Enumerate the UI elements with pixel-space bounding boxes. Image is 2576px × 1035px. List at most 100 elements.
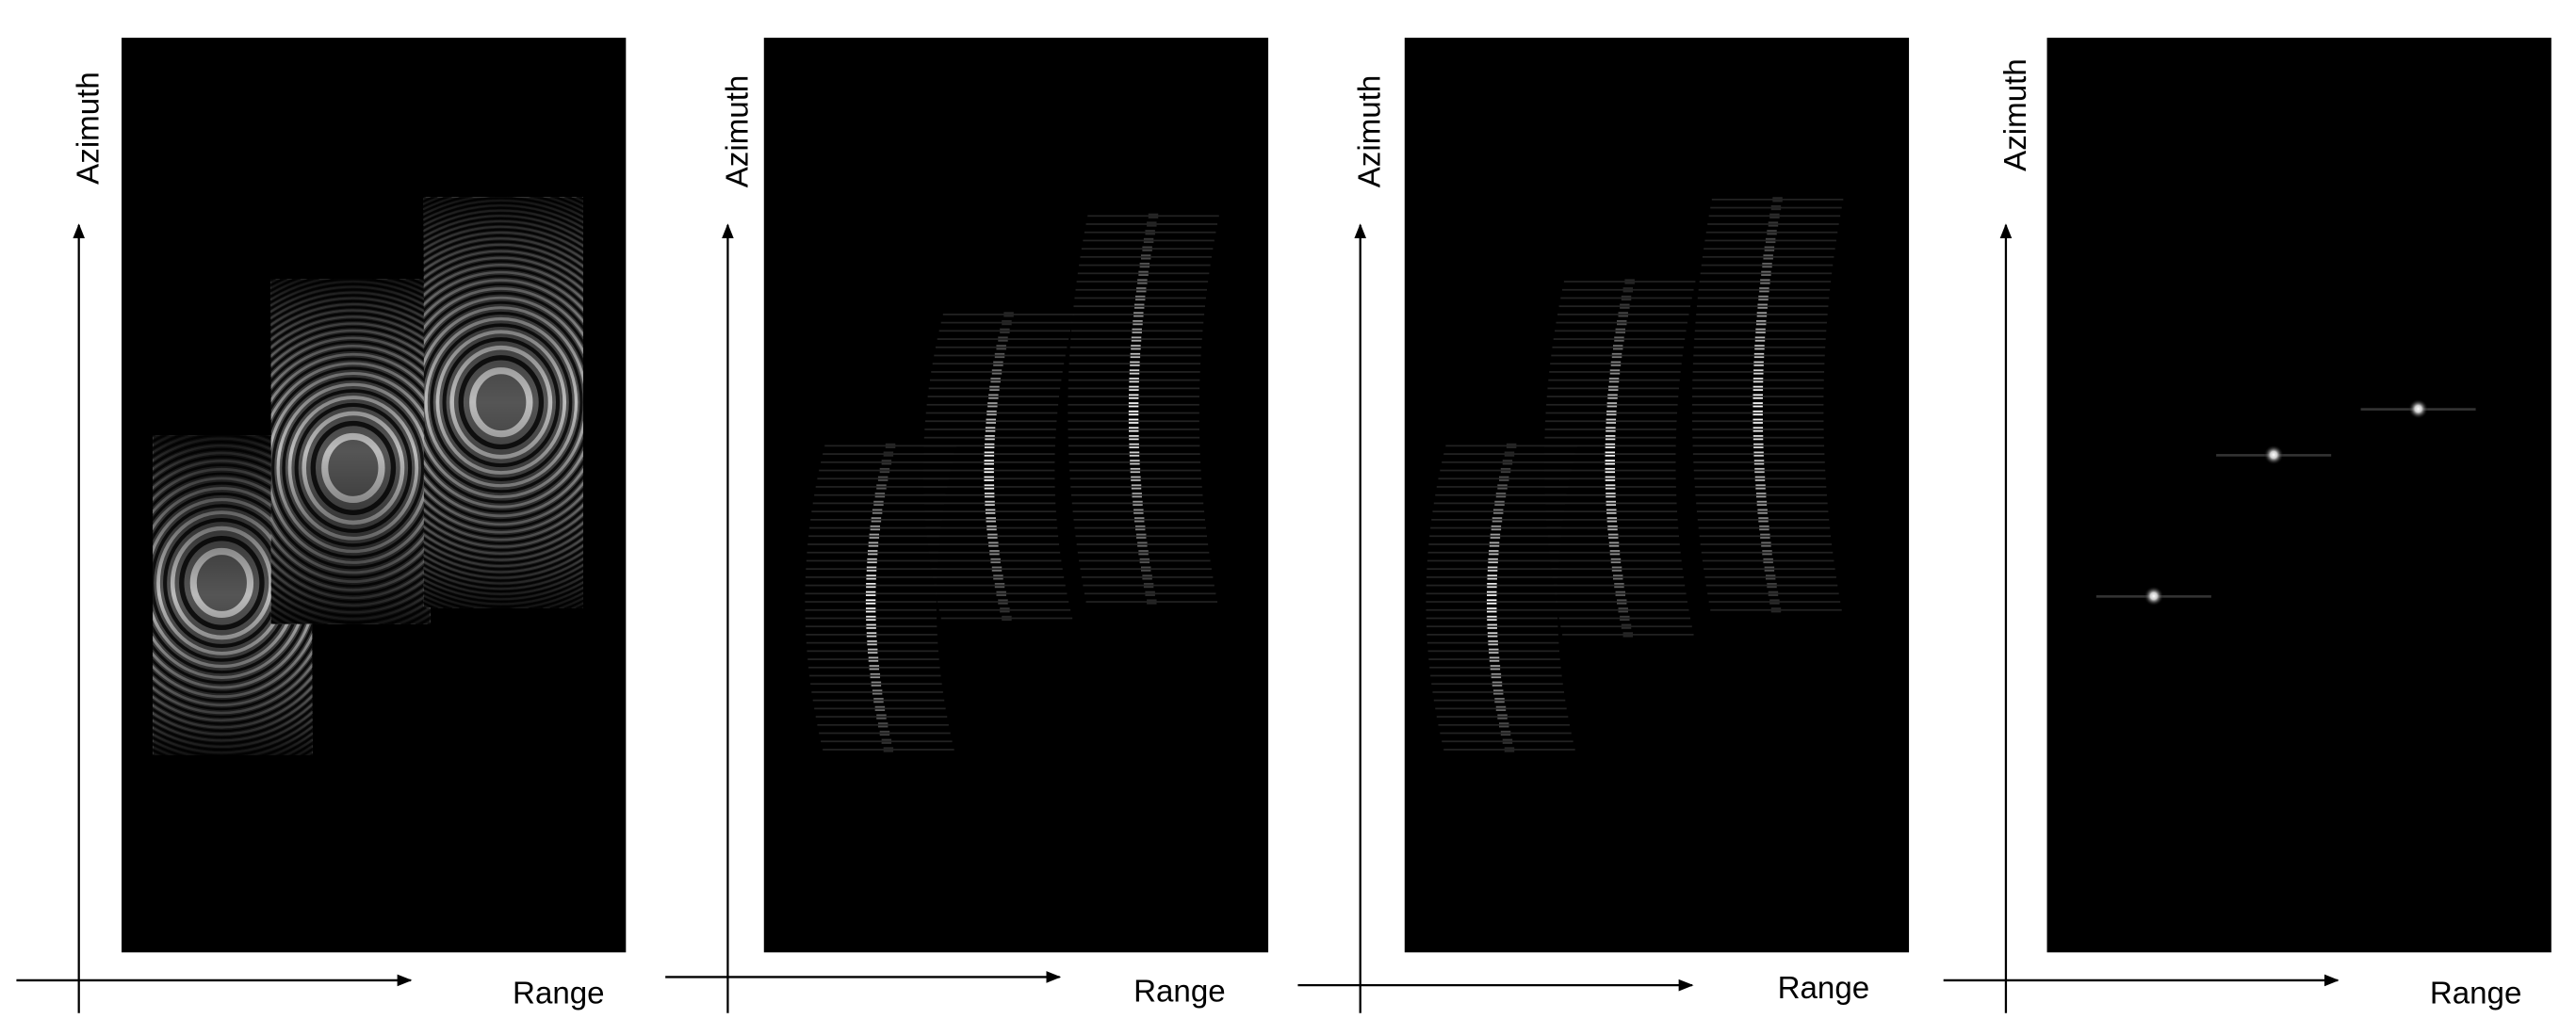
sidelobe bbox=[1691, 412, 1824, 414]
sidelobe bbox=[1428, 658, 1560, 660]
sidelobe bbox=[1068, 379, 1200, 381]
sidelobe bbox=[1430, 526, 1562, 529]
sidelobe bbox=[1701, 264, 1834, 267]
sidelobe bbox=[1068, 363, 1201, 365]
sidelobe bbox=[1433, 699, 1566, 702]
sidelobe bbox=[923, 493, 1055, 496]
sidelobe bbox=[1084, 592, 1216, 595]
sidelobe bbox=[1427, 559, 1559, 562]
sidelobe bbox=[923, 486, 1055, 488]
sidelobe bbox=[815, 716, 948, 718]
sidelobe bbox=[1068, 453, 1200, 455]
sidelobe bbox=[1069, 346, 1202, 348]
sidelobe bbox=[1442, 740, 1573, 743]
figure-content: AzimuthRangeAzimuthRangeAzimuthRangeAzim… bbox=[16, 38, 2552, 1013]
sidelobe bbox=[1545, 510, 1678, 513]
sidelobe bbox=[1436, 486, 1569, 488]
sidelobe bbox=[1696, 314, 1828, 315]
sidelobe bbox=[1427, 650, 1560, 653]
sidelobe bbox=[1076, 281, 1209, 283]
sidelobe bbox=[922, 461, 1055, 463]
sidelobe bbox=[1695, 493, 1827, 496]
sidelobe bbox=[1083, 584, 1215, 587]
sidelobe bbox=[924, 429, 1056, 430]
sidelobe bbox=[1698, 526, 1831, 529]
sidelobe bbox=[937, 601, 1069, 603]
sidelobe bbox=[1087, 215, 1219, 218]
x-axis-label: Range bbox=[1778, 971, 1870, 1006]
sidelobe bbox=[1705, 231, 1838, 234]
sidelobe bbox=[1071, 502, 1204, 505]
sidelobe bbox=[1070, 493, 1203, 496]
sidelobe bbox=[807, 551, 938, 554]
sidelobe bbox=[938, 330, 1071, 332]
sidelobe bbox=[805, 584, 937, 587]
sidelobe bbox=[1557, 608, 1689, 611]
sidelobe bbox=[1557, 314, 1689, 315]
sidelobe bbox=[1544, 493, 1677, 496]
sidelobe bbox=[1546, 396, 1679, 397]
sidelobe bbox=[1550, 363, 1682, 365]
sidelobe bbox=[1696, 502, 1828, 505]
sidelobe bbox=[1555, 330, 1687, 332]
sidelobe bbox=[1081, 248, 1214, 251]
sidelobe bbox=[1693, 346, 1826, 348]
sidelobe bbox=[815, 486, 948, 488]
sidelobe bbox=[808, 666, 940, 669]
sidelobe bbox=[1072, 510, 1205, 513]
sidelobe bbox=[1544, 453, 1676, 455]
sidelobe bbox=[1544, 445, 1676, 447]
sidelobe bbox=[1071, 321, 1204, 324]
sidelobe bbox=[812, 699, 945, 702]
sidelobe bbox=[1550, 559, 1682, 562]
fringe-fade bbox=[423, 197, 583, 608]
sidelobe bbox=[1068, 420, 1199, 423]
point-target bbox=[2144, 586, 2164, 606]
sidelobe bbox=[1427, 634, 1558, 636]
sidelobe bbox=[1085, 223, 1218, 225]
sidelobe bbox=[1084, 231, 1216, 234]
sidelobe bbox=[1693, 354, 1825, 357]
sidelobe bbox=[814, 493, 946, 496]
sidelobe bbox=[1692, 363, 1825, 365]
sidelobe bbox=[1558, 305, 1691, 308]
sidelobe bbox=[1068, 403, 1199, 406]
image bbox=[805, 213, 1219, 752]
sidelobe bbox=[812, 502, 945, 505]
sidelobe bbox=[940, 321, 1073, 324]
sidelobe bbox=[1694, 338, 1826, 340]
sidelobe bbox=[1710, 608, 1842, 611]
sidelobe bbox=[1701, 551, 1834, 554]
sidelobe bbox=[927, 396, 1060, 397]
sidelobe bbox=[1708, 601, 1841, 603]
sidelobe bbox=[805, 601, 937, 603]
sidelobe bbox=[1430, 674, 1562, 677]
sidelobe bbox=[1552, 576, 1684, 578]
sidelobe bbox=[1710, 206, 1842, 209]
sidelobe bbox=[928, 551, 1061, 554]
sidelobe bbox=[1442, 461, 1573, 463]
sidelobe bbox=[926, 403, 1059, 406]
sidelobe bbox=[1068, 429, 1199, 430]
sidelobe bbox=[1073, 518, 1205, 521]
sidelobe bbox=[1692, 453, 1825, 455]
sidelobe bbox=[1433, 502, 1566, 505]
sidelobe bbox=[1546, 518, 1678, 521]
sidelobe bbox=[823, 749, 954, 751]
sidelobe bbox=[1074, 526, 1206, 529]
sidelobe bbox=[1692, 379, 1824, 381]
x-axis-label: Range bbox=[1133, 975, 1226, 1010]
sidelobe bbox=[1083, 239, 1215, 242]
sidelobe bbox=[1069, 354, 1201, 357]
sidelobe bbox=[1544, 436, 1676, 439]
sidelobe bbox=[1704, 248, 1835, 251]
sidelobe bbox=[1552, 346, 1684, 348]
sidelobe bbox=[1705, 584, 1838, 587]
sidelobe bbox=[1068, 436, 1200, 439]
panel: Azimuth Range bbox=[1943, 38, 2552, 1013]
point-target bbox=[2263, 445, 2284, 465]
sidelobe bbox=[1070, 330, 1203, 332]
sidelobe bbox=[1700, 543, 1833, 545]
sidelobe bbox=[1077, 272, 1210, 275]
sidelobe bbox=[1544, 429, 1677, 430]
